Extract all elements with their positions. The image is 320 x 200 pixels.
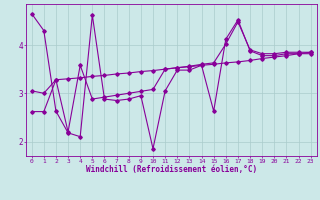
X-axis label: Windchill (Refroidissement éolien,°C): Windchill (Refroidissement éolien,°C)	[86, 165, 257, 174]
